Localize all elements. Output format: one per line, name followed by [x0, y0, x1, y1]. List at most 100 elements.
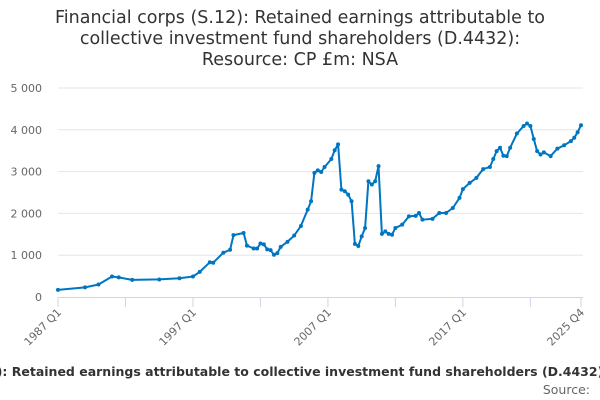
- data-point: [241, 231, 246, 236]
- data-point: [525, 121, 530, 126]
- data-point: [268, 248, 273, 253]
- data-point: [332, 148, 337, 153]
- data-point: [487, 165, 492, 170]
- data-point: [255, 246, 260, 251]
- data-point: [417, 210, 422, 215]
- data-point: [383, 229, 388, 234]
- data-point: [555, 146, 560, 151]
- y-tick-label: 5 000: [11, 82, 43, 95]
- title-line-2: collective investment fund shareholders …: [79, 29, 521, 49]
- y-tick-label: 3 000: [11, 166, 43, 179]
- data-point: [575, 130, 580, 135]
- data-point: [346, 192, 351, 197]
- data-point: [231, 233, 236, 238]
- data-point: [271, 252, 276, 257]
- data-point: [261, 242, 266, 247]
- data-point: [190, 274, 195, 279]
- y-tick-label: 0: [35, 291, 42, 304]
- data-point: [207, 260, 212, 265]
- chart-title: Financial corps (S.12): Retained earning…: [0, 8, 600, 71]
- source-label: Source:: [542, 382, 590, 397]
- data-point: [437, 210, 442, 215]
- data-point: [444, 210, 449, 215]
- data-point: [258, 241, 263, 246]
- data-point: [285, 239, 290, 244]
- data-point: [481, 167, 486, 172]
- data-point: [572, 135, 577, 140]
- data-point: [508, 145, 513, 150]
- data-point: [514, 131, 519, 136]
- data-point: [366, 179, 371, 184]
- data-point: [538, 152, 543, 157]
- data-point: [211, 260, 216, 265]
- title-line-1: Financial corps (S.12): Retained earning…: [54, 8, 546, 28]
- data-point: [430, 216, 435, 221]
- data-point: [352, 241, 357, 246]
- data-point: [221, 250, 226, 255]
- data-point: [349, 199, 354, 204]
- data-point: [109, 274, 114, 279]
- data-point: [315, 168, 320, 173]
- y-tick-label: 1 000: [11, 249, 43, 262]
- data-point: [498, 145, 503, 150]
- data-point: [356, 244, 361, 249]
- data-point: [379, 231, 384, 236]
- data-point: [359, 234, 364, 239]
- data-point: [393, 226, 398, 231]
- data-point: [292, 233, 297, 238]
- data-point: [96, 282, 101, 287]
- data-point: [562, 143, 567, 148]
- data-point: [406, 214, 411, 219]
- data-point: [319, 170, 324, 175]
- data-point: [278, 244, 283, 249]
- data-point: [369, 182, 374, 187]
- data-point: [251, 246, 256, 251]
- data-point: [336, 142, 341, 147]
- data-point: [275, 251, 280, 256]
- data-point: [298, 223, 303, 228]
- data-point: [501, 153, 506, 158]
- data-point: [390, 232, 395, 237]
- title-line-3: Resource: CP £m: NSA: [201, 50, 399, 70]
- data-point: [373, 179, 378, 184]
- y-tick-label: 2 000: [11, 207, 43, 220]
- data-point: [116, 275, 121, 280]
- data-point: [400, 222, 405, 227]
- data-point: [460, 187, 465, 192]
- data-point: [339, 187, 344, 192]
- data-point: [309, 199, 314, 204]
- data-point: [244, 243, 249, 248]
- series-label: ): Retained earnings attributable to col…: [0, 364, 600, 379]
- data-point: [579, 123, 583, 128]
- data-point: [474, 175, 479, 180]
- data-point: [491, 157, 496, 162]
- data-point: [494, 149, 499, 154]
- data-point: [197, 269, 202, 274]
- data-point: [541, 150, 546, 155]
- y-tick-label: 4 000: [11, 124, 43, 137]
- data-point: [504, 154, 509, 159]
- data-point: [177, 276, 182, 281]
- data-point: [535, 149, 540, 154]
- data-point: [322, 165, 327, 170]
- data-point: [363, 226, 368, 231]
- data-point: [305, 207, 310, 212]
- data-point: [420, 217, 425, 222]
- data-point: [467, 180, 472, 185]
- data-point: [265, 247, 270, 252]
- data-point: [82, 285, 87, 290]
- data-point: [521, 124, 526, 129]
- data-point: [413, 213, 418, 218]
- data-point: [376, 164, 381, 169]
- data-point: [528, 124, 533, 129]
- data-point: [342, 189, 347, 194]
- data-point: [548, 154, 553, 159]
- data-point: [329, 157, 334, 162]
- data-point: [450, 205, 455, 210]
- data-point: [457, 195, 462, 200]
- data-point: [312, 170, 317, 175]
- data-point: [386, 231, 391, 236]
- data-point: [130, 277, 135, 282]
